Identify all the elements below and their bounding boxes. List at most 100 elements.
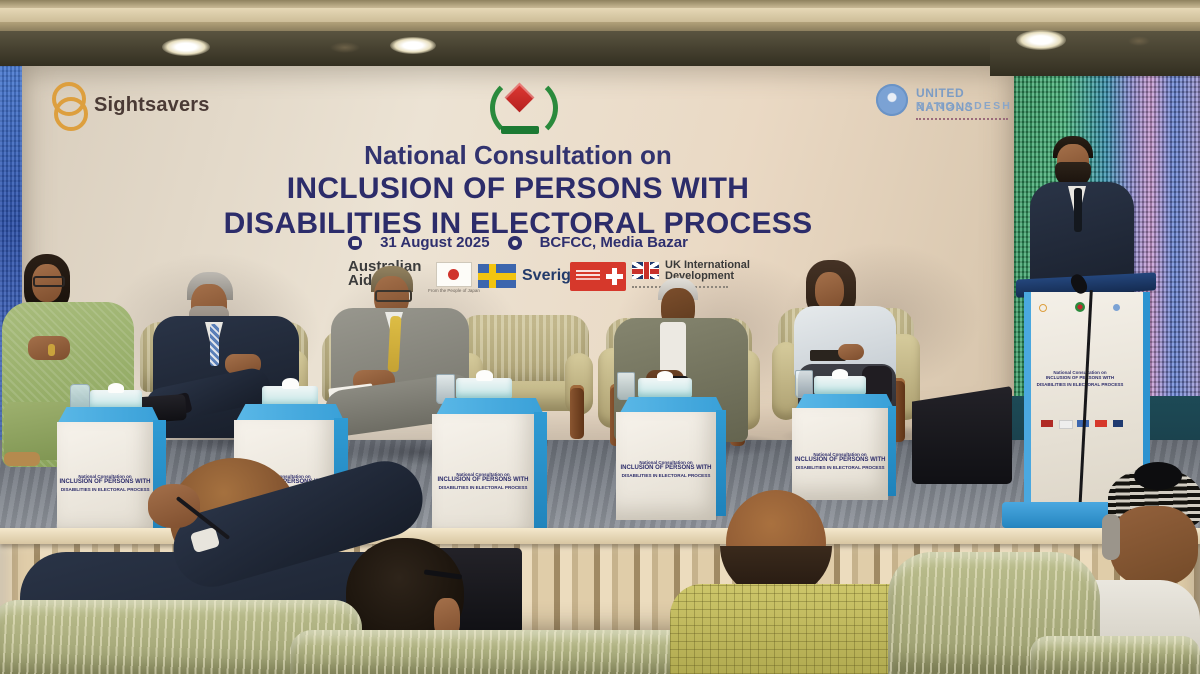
cube-label-prefix: National Consultation on [78,474,132,479]
cube-label-line2: DISABILITIES IN ELECTORAL PROCESS [795,464,885,471]
event-venue: BCFCC, Media Bazar [539,234,688,251]
cube-top-face [57,407,160,423]
cube-label-prefix: National Consultation on [639,460,693,465]
sofa-back-far-right [1030,636,1200,674]
cube-front-face: National Consultation on INCLUSION OF PE… [432,414,534,544]
australian-aid-line2: Aid [348,272,373,290]
cube-label-line1: INCLUSION OF PERSONS WITH [437,477,529,483]
sightsavers-logo: Sightsavers [52,82,282,132]
cube-label-prefix: National Consultation on [813,452,867,457]
tissue-box [638,371,692,398]
emblem-wreath [490,76,558,140]
chip-flag [1059,420,1073,429]
cube-front-face: National Consultation on INCLUSION OF PE… [792,408,888,500]
stage-monitor-speaker [912,386,1012,484]
podium-label-line1: INCLUSION OF PERSONS WITH [1045,375,1115,381]
un-text-line1: UNITED NATIONS [916,86,974,114]
uk-flag-icon [632,262,659,279]
tissue-puff [476,370,493,381]
podium-label-line2: DISABILITIES IN ELECTORAL PROCESS [1036,381,1124,388]
tissue-box [814,369,866,395]
tissue-box [262,378,318,407]
panelist-man-gray-suit [322,266,478,471]
podium-mini-logos [1039,302,1121,312]
un-text-line2: BANGLADESH [916,100,1013,112]
un-logo: UNITED NATIONS BANGLADESH [876,82,1016,126]
event-title-prefix: National Consultation on [364,140,672,170]
sponsor-sweden: Sverige [478,264,588,292]
audience4-gray-hair [1102,514,1120,560]
cube-top-face [236,404,344,421]
swiss-text-lines [576,270,600,272]
sponsor-uk: UK International Development [632,259,762,294]
cube-top-face [795,394,894,409]
election-commission-emblem-icon [484,74,558,142]
panelist1-sandals [4,452,40,466]
ceiling-cornice-lower [0,22,1200,31]
sweden-cross-h [478,273,516,280]
cube-side-face [716,410,726,516]
cube-label: National Consultation on INCLUSION OF PE… [57,474,153,493]
sweden-flag-icon [478,264,516,288]
recessed-light-icon [390,37,436,54]
panelist1-face [32,264,62,302]
panelist5-hand [838,344,864,360]
japan-flag-sun [448,269,459,280]
calendar-icon-page [351,239,359,246]
location-pin-dot [511,239,518,246]
tissue-puff [657,371,673,381]
cube-label-line1: INCLUSION OF PERSONS WITH [620,465,712,471]
location-pin-icon [507,235,522,250]
ceiling-vent-icon [330,42,360,53]
event-date: 31 August 2025 [380,234,490,251]
podium-label: National Consultation on INCLUSION OF PE… [1031,370,1129,388]
cube-label-line1: INCLUSION OF PERSONS WITH [794,457,886,463]
event-date-venue-row: 31 August 2025 BCFCC, Media Bazar [268,234,768,251]
tissue-puff [832,369,848,379]
panelist5-face [815,272,844,310]
podium: National Consultation on INCLUSION OF PE… [1002,271,1188,538]
audience4-head [1110,506,1198,586]
cube-front-face: National Consultation on INCLUSION OF PE… [616,412,716,520]
panelist5-notebook [810,350,846,361]
sightsavers-logo-text: Sightsavers [94,94,210,116]
event-title-line2: DISABILITIES IN ELECTORAL PROCESS [223,207,813,240]
cube-table: National Consultation on INCLUSION OF PE… [428,370,548,544]
sweden-label: Sverige [522,267,580,284]
sponsor-japan: From the People of Japan [426,262,482,300]
cube-label-prefix: National Consultation on [257,474,311,479]
cube-label: National Consultation on INCLUSION OF PE… [616,460,716,479]
panelist3-glasses-icon [375,290,412,302]
chip-flag [1095,420,1107,427]
event-title-line1: INCLUSION OF PERSONS WITH [286,172,750,205]
panelist1-watch [48,344,55,356]
cube-label: National Consultation on INCLUSION OF PE… [432,472,534,491]
tissue-puff [282,378,299,389]
un-dotted-line [916,118,1008,122]
cube-table: National Consultation on INCLUSION OF PE… [50,383,166,540]
cube-table: National Consultation on INCLUSION OF PE… [612,370,728,520]
mini-ec-emblem-icon [1075,302,1085,312]
ceiling-cornice-band [0,8,1200,22]
cube-table: National Consultation on INCLUSION OF PE… [788,366,898,500]
switzerland-flag-icon [570,262,626,291]
panelist1-glasses-icon [33,276,65,287]
uk-dev-line2: Development [665,270,735,282]
cube-label-line1: INCLUSION OF PERSONS WITH [59,479,151,485]
calendar-icon [348,235,363,250]
japan-flag-icon [436,262,472,287]
uk-dev-line1: UK International [665,259,750,271]
ceiling-cornice-upper [0,0,1200,8]
emblem-banner [501,126,539,134]
audience4-cap-top [1134,462,1182,490]
un-emblem-icon [876,84,908,116]
japan-caption: From the People of Japan [428,288,480,293]
uk-cross-v [643,262,650,279]
tissue-box [456,370,512,399]
panelist2-tie [210,324,219,366]
swiss-cross-h [606,274,623,279]
tissue-box [90,383,142,410]
cube-label-line2: DISABILITIES IN ELECTORAL PROCESS [438,484,528,491]
mini-un-emblem-icon [1113,304,1120,311]
sightsavers-logo-icon [54,97,88,131]
